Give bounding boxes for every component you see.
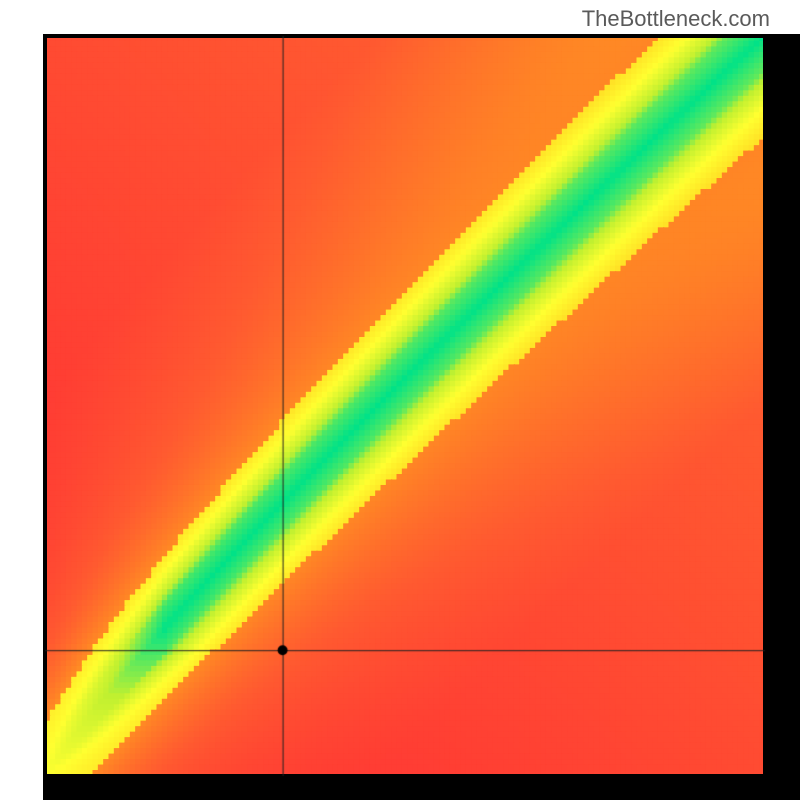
chart-container: TheBottleneck.com (0, 0, 800, 800)
bottleneck-heatmap (0, 0, 800, 800)
watermark-text: TheBottleneck.com (582, 6, 770, 32)
